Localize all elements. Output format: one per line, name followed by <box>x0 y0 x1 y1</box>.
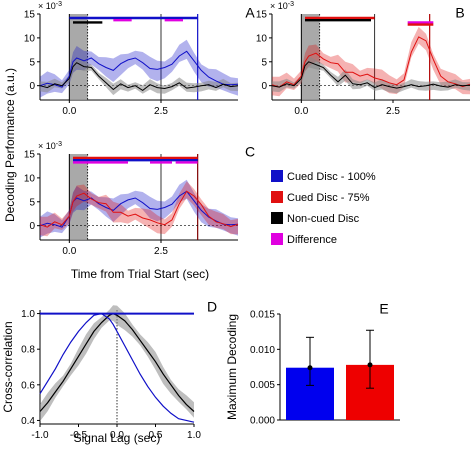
panel-label: A <box>245 5 255 21</box>
series-band <box>272 56 470 94</box>
x-tick-label: 0.0 <box>294 106 308 117</box>
cue-period-shade <box>69 154 88 240</box>
x-tick-label: 0.0 <box>62 106 76 117</box>
axis-exponent: × 10-3 <box>38 141 62 151</box>
series-line <box>39 190 239 228</box>
x-axis-label: Signal Lag (sec) <box>74 431 161 445</box>
y-tick-label: 0.000 <box>250 416 275 427</box>
y-tick-label: 15 <box>24 150 36 161</box>
axis-exponent-power: -3 <box>56 1 62 8</box>
x-tick-label: 0.0 <box>62 246 76 257</box>
x-tick-label: 0.5 <box>149 430 163 441</box>
axis-exponent: × 10-3 <box>38 1 62 11</box>
y-tick-label: 0 <box>29 221 35 232</box>
y-tick-label: 0.005 <box>250 380 275 391</box>
y-tick-label: 5 <box>29 197 35 208</box>
legend-label: Non-cued Disc <box>287 213 360 225</box>
panel-b: B 0 5 10 15 0.0 2.5 × 10-3 <box>256 1 471 117</box>
y-tick-label: 10 <box>24 33 36 44</box>
series-line <box>39 50 239 88</box>
main-ylabel: Decoding Performance (a.u.) <box>3 68 17 222</box>
y-tick-label: 5 <box>29 57 35 68</box>
panel-label: B <box>455 5 464 21</box>
y-tick-label: 10 <box>256 33 268 44</box>
series-line <box>39 312 195 423</box>
y-tick-label: 10 <box>24 173 36 184</box>
legend-swatch <box>271 212 283 224</box>
panel-a: A 0 5 10 15 0.0 2.5 × 10-3 <box>24 1 255 117</box>
series-band <box>272 26 470 97</box>
series-line <box>271 36 471 88</box>
y-axis-label: Maximum Decoding <box>225 314 239 420</box>
y-tick-label: 15 <box>256 10 268 21</box>
y-tick-label: 0.6 <box>21 380 35 391</box>
legend-label: Cued Disc - 75% <box>287 192 370 204</box>
panel-label: E <box>379 301 388 317</box>
x-tick-label: 2.5 <box>154 106 168 117</box>
panel-c: C 0 5 10 15 0.0 2.5 × 10-3 <box>24 141 255 257</box>
bar-mean-point <box>307 365 313 371</box>
y-tick-label: 5 <box>261 57 267 68</box>
legend-label: Cued Disc - 100% <box>287 171 376 183</box>
cue-period-shade <box>69 14 88 100</box>
series-line <box>271 61 471 89</box>
series-line <box>39 62 239 92</box>
axis-exponent-power: -3 <box>56 141 62 148</box>
panel-d: D 0.4 0.6 0.8 1.0 -1.0 -0.5 0.0 0.5 1.0 Signal Lag… <box>1 299 217 445</box>
y-axis-label: Cross-correlation <box>1 321 15 412</box>
legend-swatch <box>271 170 283 182</box>
panel-e: E 0.000 0.005 0.010 0.015 Maximum Decoding <box>225 301 400 427</box>
series-band <box>40 181 238 237</box>
y-tick-label: 0 <box>261 81 267 92</box>
main-xlabel: Time from Trial Start (sec) <box>71 267 209 281</box>
legend-label: Difference <box>287 234 337 246</box>
y-tick-label: 0.4 <box>21 416 35 427</box>
x-tick-label: 0.0 <box>110 430 124 441</box>
series-band <box>40 57 238 96</box>
x-tick-label: -1.0 <box>31 430 49 441</box>
axis-exponent-power: -3 <box>288 1 294 8</box>
x-tick-label: 2.5 <box>154 246 168 257</box>
x-tick-label: 2.5 <box>386 106 400 117</box>
x-tick-label: -0.5 <box>70 430 88 441</box>
legend-swatch <box>271 233 283 245</box>
y-tick-label: 0.010 <box>250 345 275 356</box>
bar-mean-point <box>367 362 373 368</box>
legend-swatch <box>271 191 283 203</box>
legend: Cued Disc - 100% Cued Disc - 75% Non-cued … <box>271 170 376 246</box>
y-tick-label: 0.8 <box>21 345 35 356</box>
panel-label: C <box>245 144 255 160</box>
panel-label: D <box>207 299 217 315</box>
y-tick-label: 0.015 <box>250 310 275 321</box>
y-tick-label: 15 <box>24 10 36 21</box>
y-tick-label: 1.0 <box>21 309 35 320</box>
x-tick-label: 1.0 <box>187 430 201 441</box>
axis-exponent: × 10-3 <box>270 1 294 11</box>
y-tick-label: 0 <box>29 81 35 92</box>
